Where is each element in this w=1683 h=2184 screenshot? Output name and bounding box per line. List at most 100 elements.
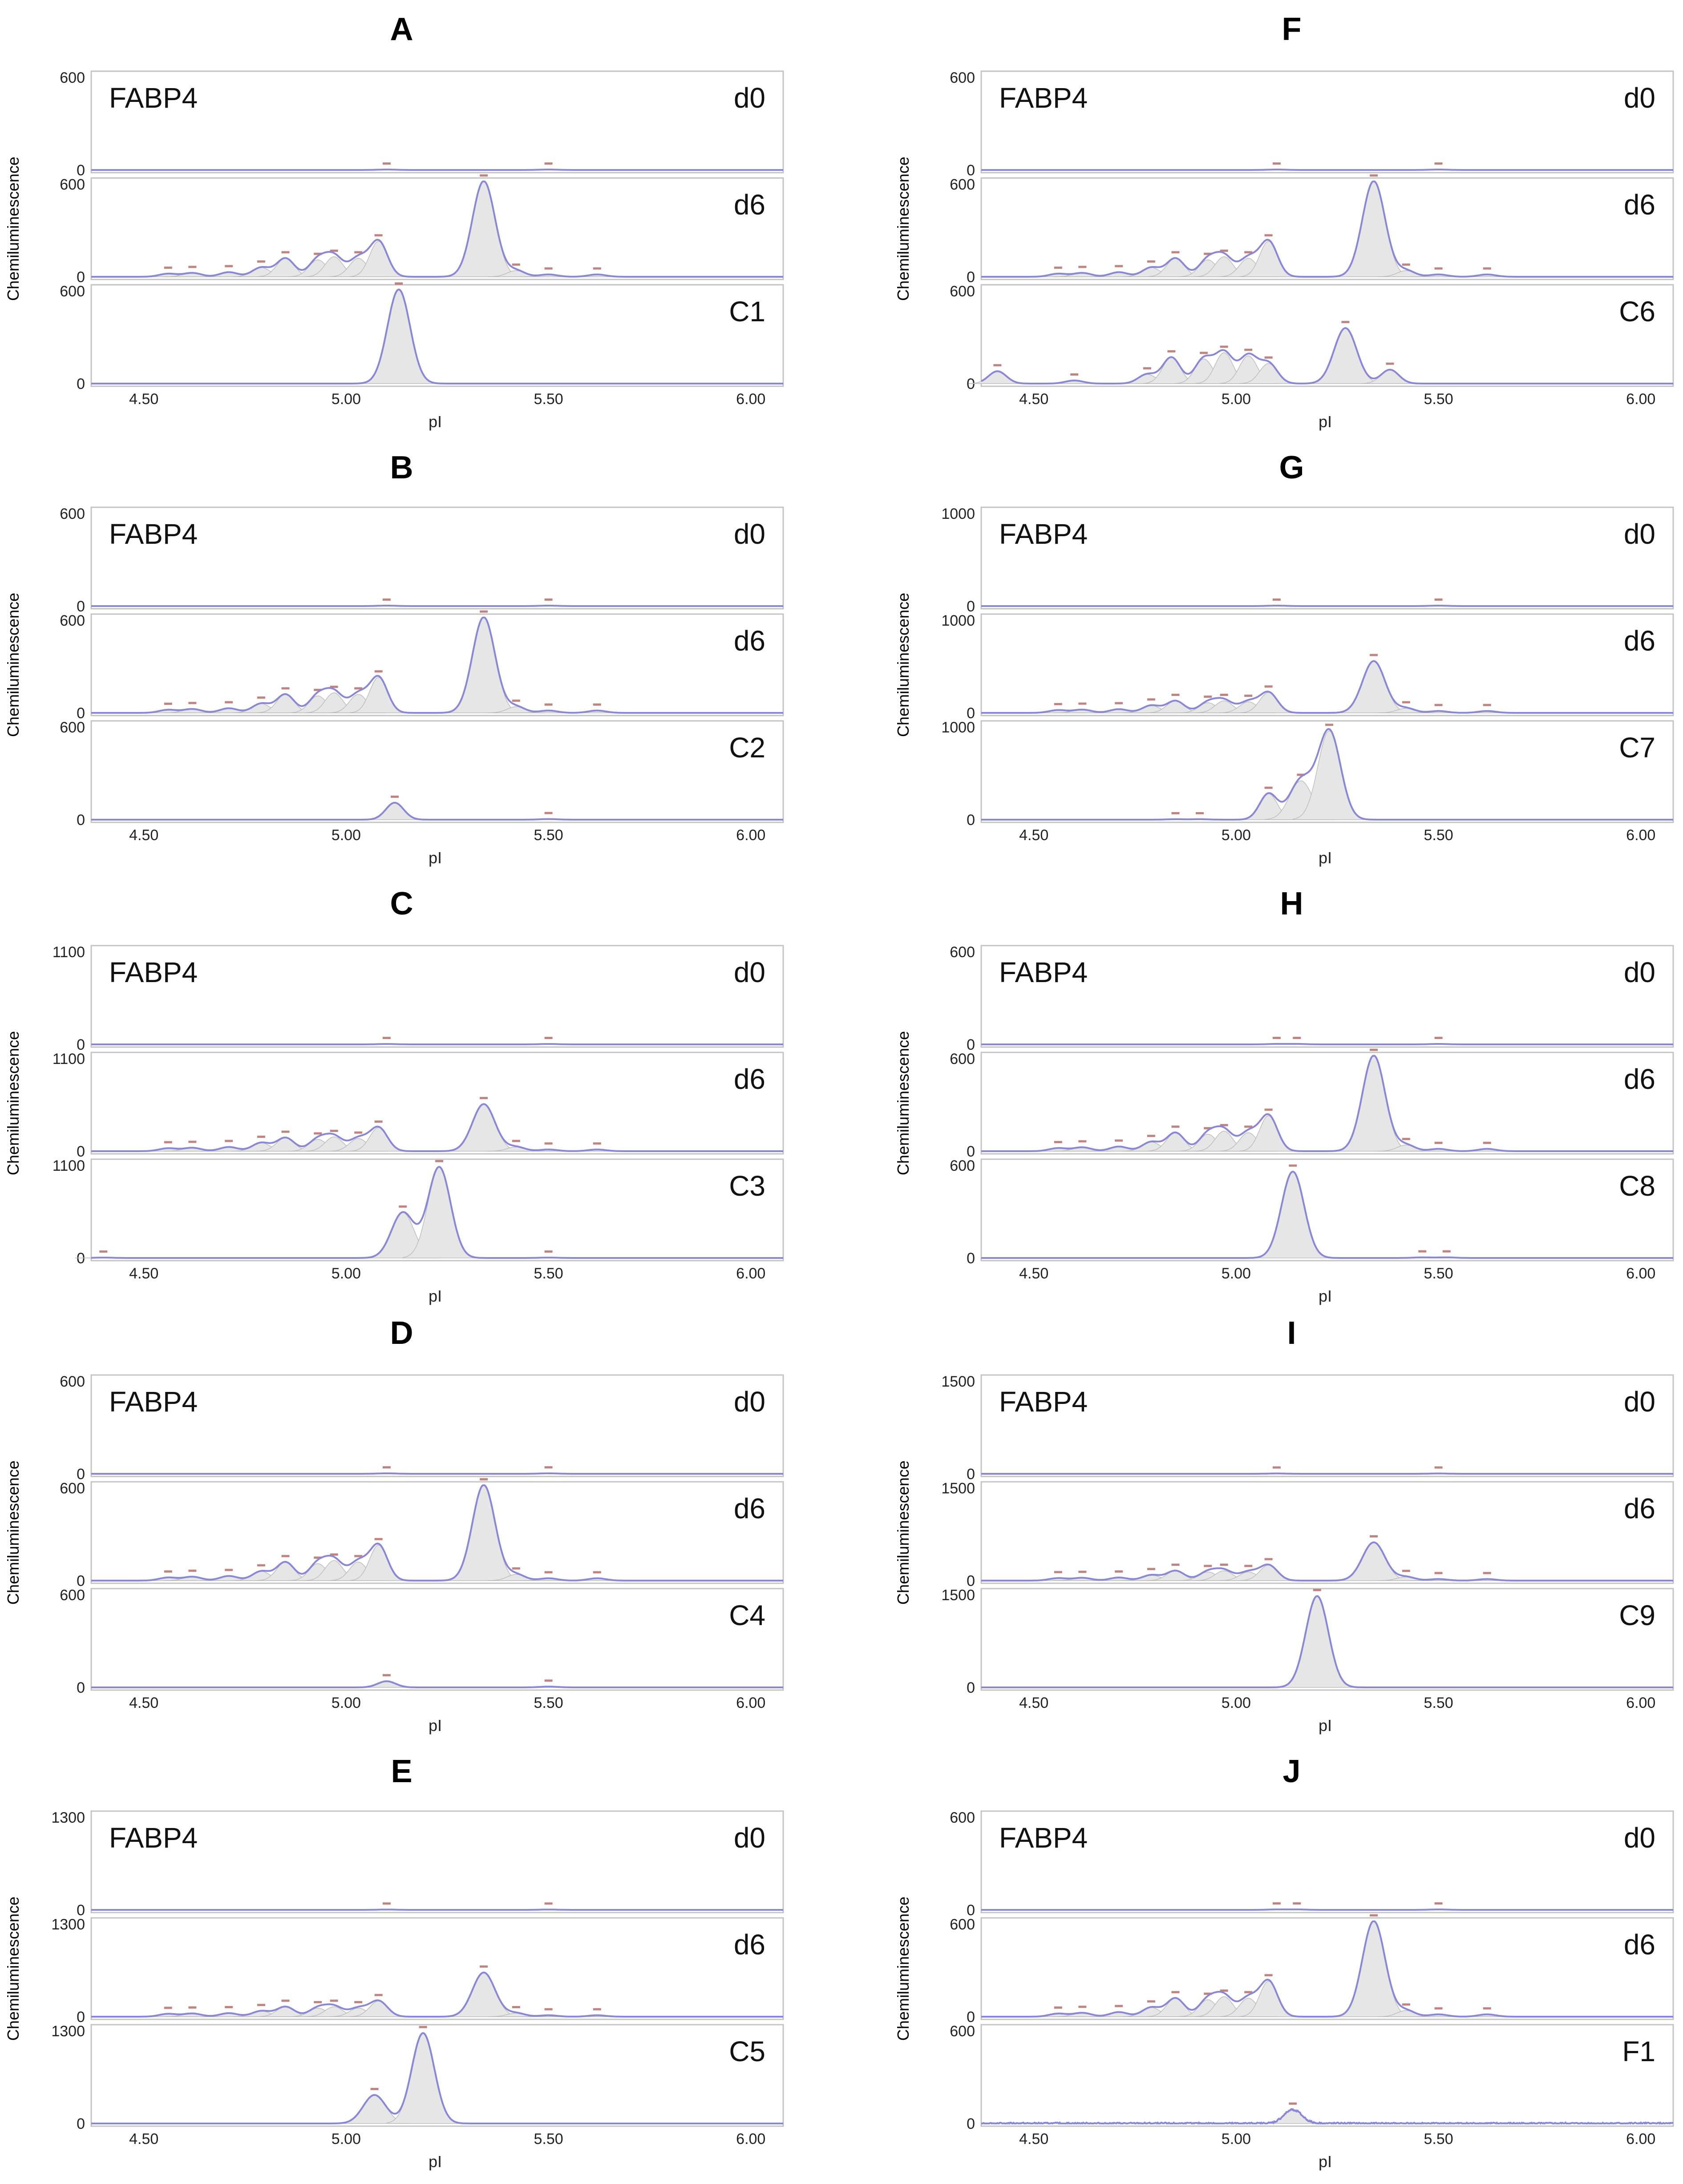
peak-marker [395,282,403,285]
peak-marker [1264,356,1273,359]
peak-marker [382,1037,391,1039]
peak-marker [1370,654,1378,656]
peak-marker [1147,260,1155,263]
peak-marker [1204,696,1212,698]
peak-marker [1204,1127,1212,1129]
peak-marker [1434,1036,1443,1039]
panel-letter-E: E [391,1754,413,1789]
peak-marker [382,1902,391,1905]
y-tick-label: 600 [950,1809,975,1826]
peak-marker [544,1679,553,1682]
y-tick-label: 1300 [51,2023,85,2040]
peak-marker [1196,812,1204,814]
y-tick-label: 1000 [941,612,975,629]
y-tick-label: 0 [967,1250,975,1267]
x-tick-label: 5.50 [534,391,563,408]
y-tick-label: 0 [967,2115,975,2132]
y-tick-label: 0 [967,1679,975,1696]
x-tick-label: 5.50 [534,827,563,844]
x-tick-label: 4.50 [129,1265,158,1282]
protein-label: FABP4 [999,518,1088,550]
x-tick-label: 4.50 [129,391,158,408]
peak-marker [1078,2006,1087,2008]
peak-marker [544,1466,553,1468]
trace-line [91,1909,783,1911]
trace-line [981,180,1673,278]
peak-marker [1264,1558,1273,1561]
peak-marker [544,267,553,270]
y-tick-label: 0 [967,1573,975,1589]
track-label: d6 [1624,1492,1655,1525]
y-tick-label: 0 [77,1466,85,1483]
y-tick-label: 600 [60,612,85,629]
x-tick-label: 4.50 [129,2131,158,2148]
track-frame [980,1374,1674,1477]
y-tick-label: 0 [967,598,975,615]
trace-line [981,1541,1673,1581]
y-tick-label: 600 [950,69,975,86]
peak-marker [1434,2007,1443,2010]
x-axis-label: pI [429,1287,442,1305]
protein-label: FABP4 [109,518,198,550]
peak-marker [164,1141,172,1144]
y-tick-label: 600 [60,69,85,86]
peak-marker [480,610,488,613]
peak-marker [544,1571,553,1573]
trace-line [91,1971,783,2018]
track-frame [90,720,784,823]
peak-marker [164,1570,172,1573]
y-tick-label: 0 [967,1466,975,1483]
trace-line [981,1055,1673,1152]
track-frame [90,1158,784,1262]
peak-marker [281,1130,290,1133]
peak-marker [593,267,601,270]
y-tick-label: 600 [950,2023,975,2040]
track-frame [90,1052,784,1155]
track-label: d0 [734,956,765,988]
peak-marker [993,364,1002,367]
peak-marker [374,1994,383,1996]
peak-marker [593,1142,601,1145]
protein-label: FABP4 [999,82,1088,114]
peak-marker [374,1538,383,1541]
peak-marker [257,696,265,699]
y-tick-label: 1000 [941,719,975,736]
peak-marker [1147,1568,1155,1570]
trace-line [981,1595,1673,1688]
x-tick-label: 5.50 [1424,2131,1453,2148]
track-frame [90,284,784,387]
track-frame [980,1810,1674,1913]
protein-label: FABP4 [999,1386,1088,1418]
trace-line [981,728,1673,821]
y-tick-label: 1300 [51,1916,85,1933]
peak-marker [225,265,233,267]
trace-line [981,1908,1673,1911]
peak-marker [1143,367,1151,370]
x-tick-label: 5.00 [332,391,361,408]
y-tick-label: 600 [950,176,975,193]
panel-letter-A: A [390,12,413,47]
protein-label: FABP4 [109,1822,198,1854]
track-label: d0 [734,82,765,114]
peak-marker [1244,251,1253,254]
peak-marker [1402,263,1410,266]
peak-marker [544,1250,553,1253]
y-tick-label: 600 [60,1587,85,1604]
peak-marker [1434,1466,1443,1469]
peak-marker [1483,2007,1491,2010]
peak-marker [1434,162,1443,165]
track-label: d0 [1624,1822,1655,1854]
peak-marker [1402,2003,1410,2006]
y-axis-label: Chemiluminescence [894,592,912,737]
peak-marker [544,162,553,165]
y-tick-label: 600 [60,176,85,193]
x-tick-label: 5.50 [1424,391,1453,408]
y-tick-label: 1500 [941,1480,975,1497]
track-frame [980,1481,1674,1584]
peak-marker [188,266,197,268]
y-tick-label: 1100 [53,1157,85,1174]
track-label: d6 [734,1063,765,1095]
